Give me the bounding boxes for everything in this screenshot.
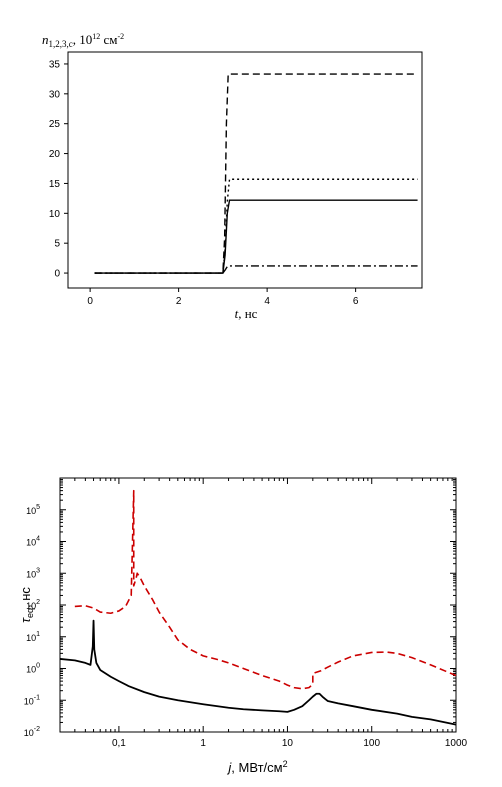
y-tick-label: 35 (49, 59, 61, 70)
y-ticks: 10-2 10-1 100 101 102 103 104 105 (24, 478, 456, 738)
plot-frame (59, 477, 457, 733)
y-tick-label: 10 (49, 209, 61, 220)
y-tick-label: 5 (54, 239, 60, 250)
y-axis-label: n1,2,3,c, 1012 см-2 (42, 32, 124, 49)
series-group (59, 489, 457, 726)
y-tick-label: 15 (49, 179, 61, 190)
y-tick-label: 10-1 (24, 694, 40, 706)
x-tick-label: 2 (176, 296, 182, 307)
x-ticks: 0,1 1 10 100 1000 (59, 478, 468, 749)
y-tick-label: 105 (26, 504, 40, 516)
y-tick-label: 102 (26, 599, 40, 611)
x-axis-label: t, нс (235, 306, 258, 321)
y-ticks: 0 5 10 15 20 25 30 35 (49, 59, 68, 280)
series-line-dash (74, 489, 457, 690)
y-tick-label: 10-2 (24, 726, 40, 738)
y-tick-label: 30 (49, 89, 61, 100)
x-tick-label: 100 (363, 738, 380, 749)
series-line-solid (59, 619, 457, 726)
x-tick-label: 4 (264, 296, 270, 307)
y-tick-label: 100 (26, 663, 40, 675)
y-tick-label: 103 (26, 567, 40, 579)
series-line-dot (94, 178, 418, 274)
x-tick-label: 1 (200, 738, 206, 749)
chart-relaxation-time: 0,1 1 10 100 1000 10-2 10-1 100 101 102 103 104 105… (18, 477, 468, 775)
series-line-solid (94, 199, 418, 274)
series-group (94, 73, 418, 274)
series-line-dashdot (94, 265, 418, 274)
y-tick-label: 0 (54, 269, 60, 280)
y-tick-label: 25 (49, 119, 61, 130)
x-axis-label: j, МВт/см2 (226, 759, 287, 775)
y-tick-label: 104 (26, 536, 40, 548)
x-tick-label: 1000 (445, 738, 468, 749)
y-tick-label: 20 (49, 149, 61, 160)
x-tick-label: 6 (353, 296, 359, 307)
y-axis-label: τeq, нс (18, 587, 35, 623)
series-line-dash (94, 73, 418, 274)
plot-frame (67, 51, 423, 289)
x-ticks: 0 2 4 6 (87, 288, 359, 307)
x-tick-label: 10 (282, 738, 294, 749)
x-tick-label: 0,1 (112, 738, 126, 749)
x-tick-label: 0 (87, 296, 93, 307)
y-tick-label: 101 (26, 631, 40, 643)
